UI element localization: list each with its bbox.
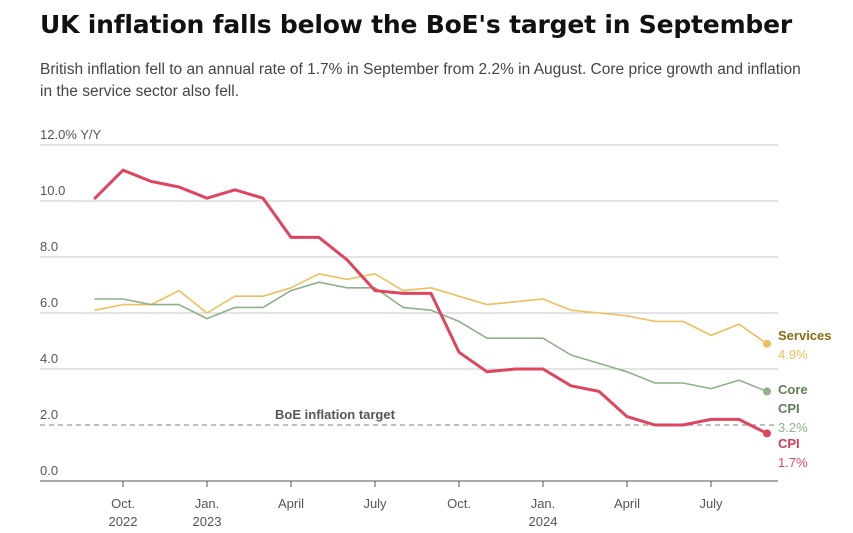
end-label-name: Services — [778, 328, 832, 343]
chart-title: UK inflation falls below the BoE's targe… — [40, 10, 792, 39]
x-tick-year: 2022 — [109, 514, 138, 529]
end-point-core — [763, 387, 771, 396]
x-tick-year: 2024 — [529, 514, 558, 529]
x-axis-ticks: Oct. 2022 Jan. 2023 April July Oct. Jan. 2024 Apr… — [109, 481, 723, 529]
y-tick-label: 6.0 — [40, 295, 58, 310]
target-reference: BoE inflation target — [40, 407, 778, 426]
x-tick-label: July — [699, 496, 723, 511]
end-label-name: CPI — [778, 401, 800, 416]
end-label-name: CPI — [778, 436, 800, 451]
x-tick-label: April — [614, 496, 640, 511]
end-point-services — [763, 339, 771, 348]
x-tick-label: Oct. — [447, 496, 471, 511]
y-tick-label: 8.0 — [40, 239, 58, 254]
y-tick-label: 2.0 — [40, 407, 58, 422]
y-tick-label: 12.0% Y/Y — [40, 127, 102, 142]
x-tick-label: July — [363, 496, 387, 511]
target-label: BoE inflation target — [275, 407, 396, 422]
chart-subtitle: British inflation fell to an annual rate… — [40, 61, 801, 100]
end-label-value: 3.2% — [778, 420, 808, 435]
end-label-value: 4.9% — [778, 347, 808, 362]
series-line-core — [94, 281, 768, 393]
end-point-cpi — [763, 429, 771, 438]
y-tick-label: 10.0 — [40, 183, 65, 198]
x-tick-year: 2023 — [193, 514, 222, 529]
x-tick-label: Jan. — [195, 496, 220, 511]
x-tick-label: Jan. — [531, 496, 556, 511]
grid-lines — [40, 144, 778, 482]
series-line-services — [94, 272, 768, 345]
y-tick-label: 0.0 — [40, 463, 58, 478]
end-label-value: 1.7% — [778, 455, 808, 470]
series-line-cpi — [93, 168, 769, 435]
y-tick-label: 4.0 — [40, 351, 58, 366]
series-lines — [93, 168, 771, 438]
x-tick-label: April — [278, 496, 304, 511]
end-label-name: Core — [778, 382, 808, 397]
y-axis-ticks: 0.0 2.0 4.0 6.0 8.0 10.0 12.0% Y/Y — [40, 127, 102, 478]
x-tick-label: Oct. — [111, 496, 135, 511]
